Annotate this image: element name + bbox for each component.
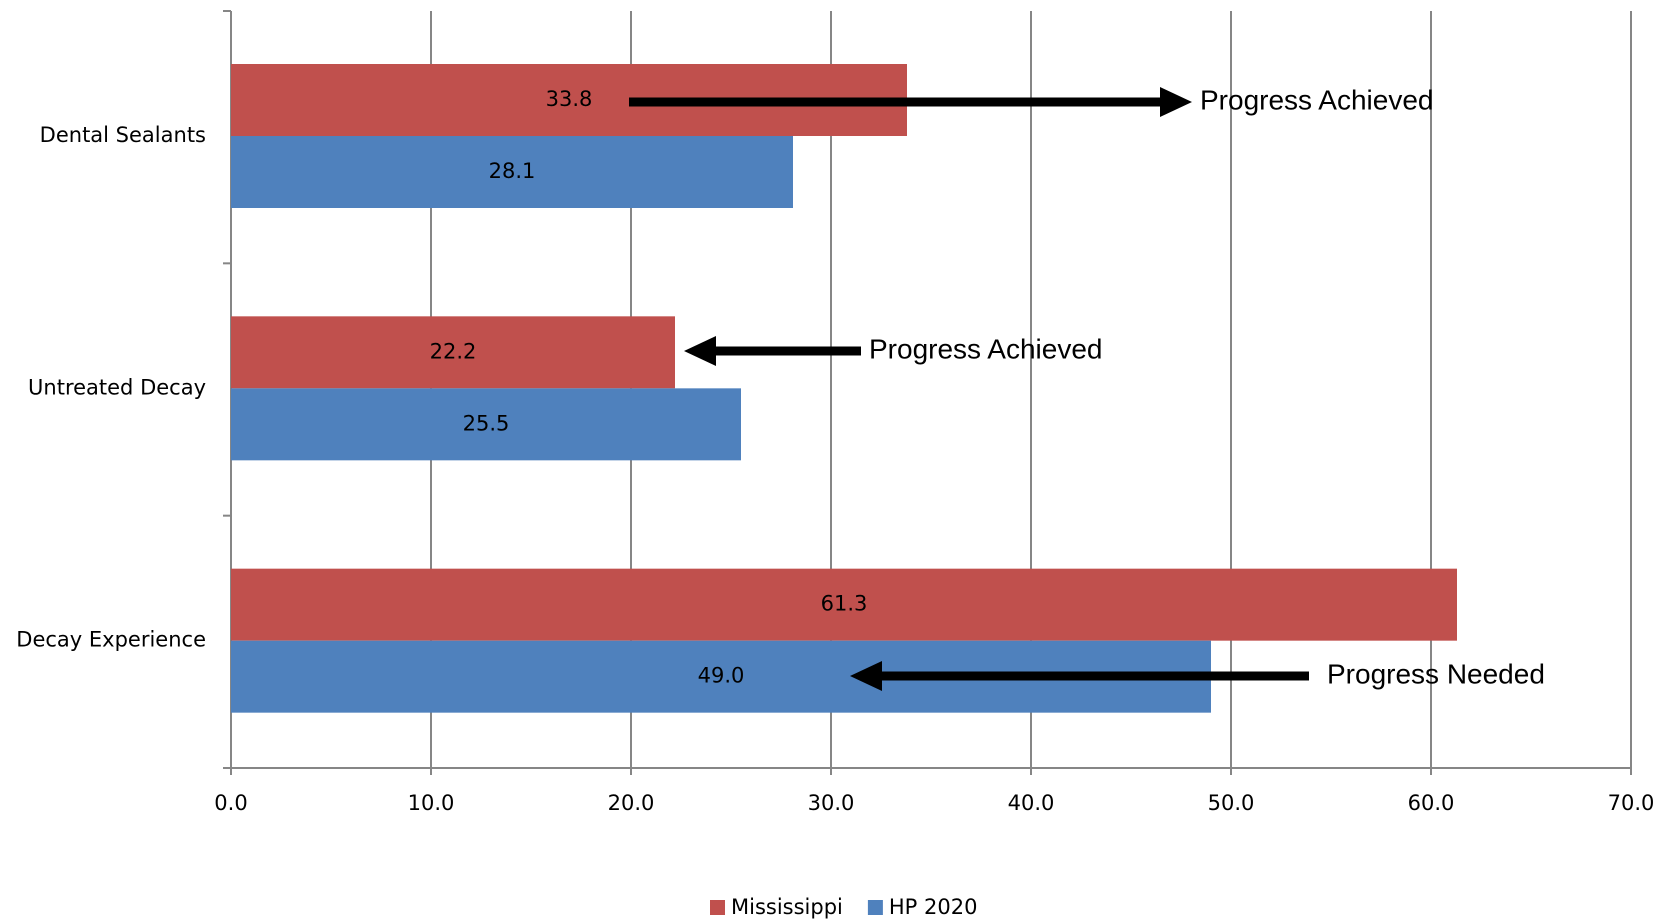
legend-swatch [710,900,725,915]
x-tick-label: 60.0 [1408,791,1455,815]
x-tick-label: 0.0 [214,791,247,815]
legend-swatch [867,900,883,915]
x-tick-label: 30.0 [808,791,855,815]
annotation-arrowhead [684,336,716,366]
bar [231,388,741,461]
annotation-arrowhead [1160,87,1192,117]
legend-label: Mississippi [731,895,843,919]
x-tick-label: 50.0 [1208,791,1255,815]
bar [231,568,1457,641]
annotation: Progress Needed [1327,658,1545,689]
data-label: 61.3 [821,592,868,616]
data-label: 28.1 [489,159,536,183]
data-label: 22.2 [430,339,477,363]
bar [231,136,793,208]
x-tick-label: 40.0 [1008,791,1055,815]
x-tick-label: 20.0 [608,791,655,815]
annotation: Progress Achieved [1200,84,1433,115]
x-tick-label: 10.0 [408,791,455,815]
y-tick-label: Decay Experience [16,628,206,652]
data-label: 49.0 [698,664,745,688]
y-tick-label: Dental Sealants [40,123,206,147]
data-label: 33.8 [546,87,593,111]
annotation: Progress Achieved [869,333,1102,364]
y-tick-label: Untreated Decay [28,375,206,399]
annotation-arrowhead [850,661,882,691]
data-label: 25.5 [463,411,510,435]
x-tick-label: 70.0 [1608,791,1655,815]
legend-label: HP 2020 [889,895,978,919]
bar [231,316,675,389]
